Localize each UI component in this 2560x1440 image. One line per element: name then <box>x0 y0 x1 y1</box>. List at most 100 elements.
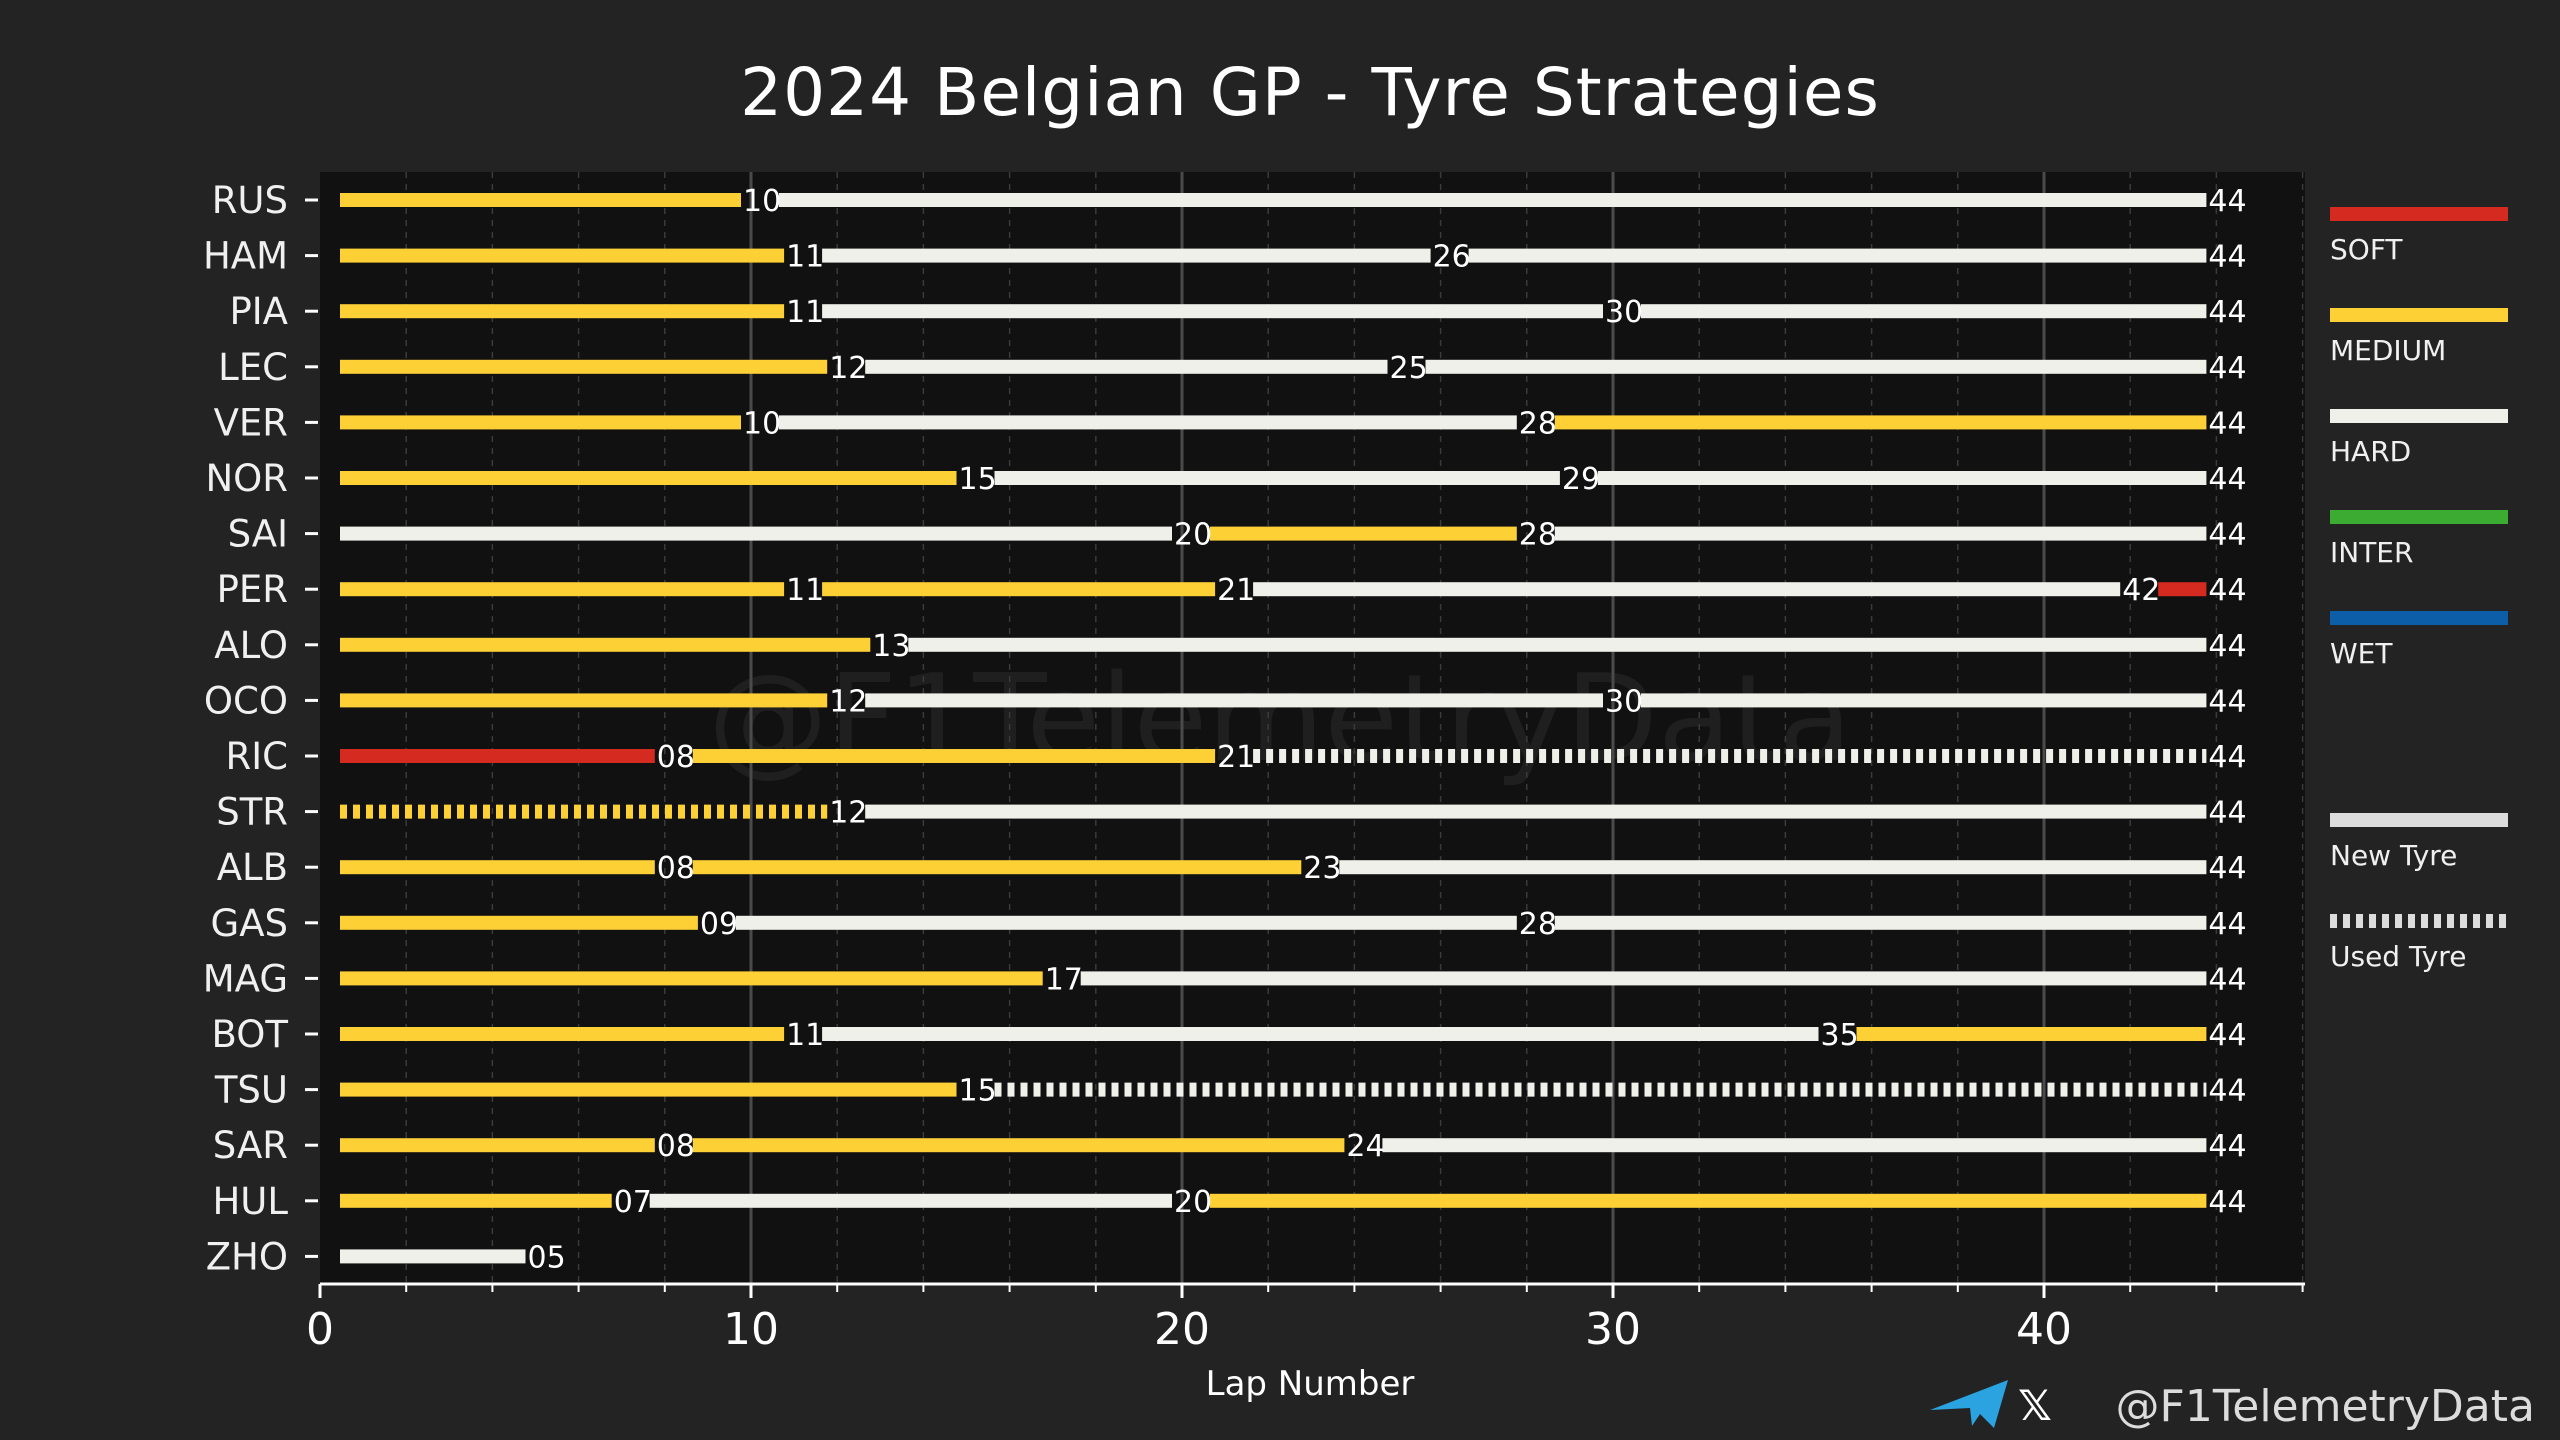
stint-bar-medium <box>1210 1193 2207 1208</box>
stint-bar-medium <box>340 193 741 207</box>
x-tick-label: 20 <box>1154 1304 1210 1355</box>
stint-bar-hard <box>822 304 1603 319</box>
stint-bar-medium <box>1210 526 1517 541</box>
driver-label: LEC <box>218 346 288 389</box>
legend-swatch-wet <box>2330 611 2508 625</box>
stint-end-label: 28 <box>1519 518 1557 553</box>
stint-end-label: 44 <box>2208 1074 2246 1109</box>
driver-label: TSU <box>214 1069 288 1112</box>
stint-end-label: 12 <box>829 796 867 831</box>
stint-bar-medium <box>340 304 785 319</box>
stint-end-label: 13 <box>872 629 910 664</box>
legend-label: INTER <box>2330 536 2413 569</box>
stint-bar-hard <box>908 637 2207 652</box>
stint-end-label: 11 <box>786 1018 824 1053</box>
stint-bar-medium <box>340 915 698 930</box>
stint-bar-medium <box>340 415 741 430</box>
x-logo-icon: 𝕏 <box>2018 1381 2052 1430</box>
stint-labels: 10 44 11 26 44 11 30 44 12 25 44 10 28 44 15 29 44 20 28 44… <box>528 184 2247 1275</box>
stint-bar-hard <box>779 415 1517 430</box>
stint-bar-hard <box>1641 304 2207 319</box>
stint-end-label: 29 <box>1562 462 1600 497</box>
stint-bar-medium <box>340 1193 612 1208</box>
stint-bars <box>340 193 2207 1264</box>
stint-bar-hard <box>1468 248 2207 263</box>
legend-swatch-medium <box>2330 308 2508 322</box>
driver-label: ZHO <box>206 1235 288 1278</box>
credit-handle: @F1TelemetryData <box>2116 1381 2535 1432</box>
stint-bar-hard <box>822 248 1431 263</box>
stint-end-label: 44 <box>2208 240 2246 275</box>
stint-bar-medium <box>692 749 1216 763</box>
stint-end-label: 44 <box>2208 184 2246 219</box>
driver-label: HAM <box>203 235 288 278</box>
stint-bar-hard <box>865 804 2207 819</box>
stint-end-label: 44 <box>2208 406 2246 441</box>
driver-label: RIC <box>226 735 288 778</box>
driver-label: RUS <box>212 179 288 222</box>
legend-swatch-soft <box>2330 207 2508 221</box>
credit: 𝕏 @F1TelemetryData <box>1930 1380 2535 1432</box>
driver-label: VER <box>214 401 288 444</box>
stint-bar-hard <box>1253 582 2121 597</box>
stint-end-label: 44 <box>2208 629 2246 664</box>
legend-swatch-inter <box>2330 510 2508 524</box>
stint-bar-hard <box>1554 526 2207 541</box>
stint-bar-medium <box>340 359 828 374</box>
stint-end-label: 44 <box>2208 462 2246 497</box>
stint-end-label: 10 <box>743 406 781 441</box>
driver-label: MAG <box>203 957 288 1000</box>
driver-label: STR <box>216 791 288 834</box>
stint-bar-hard <box>994 471 1560 485</box>
stint-bar-medium <box>1554 415 2207 430</box>
driver-label: ALO <box>214 624 288 667</box>
stint-bar-medium <box>340 248 785 263</box>
x-axis-label: Lap Number <box>1206 1364 1415 1404</box>
driver-label: ALB <box>217 846 288 889</box>
stint-end-label: 17 <box>1045 962 1083 997</box>
legend-label: WET <box>2330 637 2393 670</box>
driver-label: GAS <box>211 902 288 945</box>
stint-bar-hard <box>1554 915 2207 930</box>
stint-end-label: 25 <box>1390 351 1428 386</box>
x-tick-label: 30 <box>1585 1304 1641 1355</box>
stint-bar-hard <box>340 526 1172 541</box>
stint-bar-medium <box>340 1138 655 1153</box>
stint-bar-hard <box>1597 471 2207 485</box>
stint-bar-hard <box>1339 860 2207 875</box>
stint-bar-medium <box>692 1138 1345 1153</box>
stint-end-label: 15 <box>959 462 997 497</box>
stint-end-label: 09 <box>700 907 738 942</box>
legend-label: New Tyre <box>2330 839 2457 872</box>
stint-end-label: 42 <box>2122 573 2160 608</box>
stint-end-label: 07 <box>614 1185 652 1220</box>
stint-end-label: 11 <box>786 573 824 608</box>
stint-end-label: 11 <box>786 240 824 275</box>
stint-end-label: 44 <box>2208 907 2246 942</box>
stint-bar-hard <box>865 359 1388 374</box>
x-tick-label: 40 <box>2016 1304 2072 1355</box>
stint-end-label: 44 <box>2208 351 2246 386</box>
stint-end-label: 10 <box>743 184 781 219</box>
legend-swatch-new-tyre <box>2330 813 2508 827</box>
stint-end-label: 44 <box>2208 573 2246 608</box>
stint-bar-hard <box>340 1249 526 1264</box>
lap-axis: 0 10 20 30 40 <box>306 1282 2305 1355</box>
stint-end-label: 08 <box>657 740 695 775</box>
stint-bar-medium <box>340 471 957 485</box>
stint-end-label: 20 <box>1174 1185 1212 1220</box>
stint-bar-medium <box>340 860 655 875</box>
legend-label: SOFT <box>2330 233 2403 266</box>
stint-bar-medium <box>340 1082 957 1097</box>
stint-bar-medium <box>1856 1027 2207 1041</box>
stint-bar-hard <box>822 1027 1819 1041</box>
stint-end-label: 08 <box>657 851 695 886</box>
stint-end-label: 12 <box>829 684 867 719</box>
stint-end-label: 44 <box>2208 851 2246 886</box>
stint-end-label: 20 <box>1174 518 1212 553</box>
stint-bar-medium <box>340 582 785 597</box>
stint-end-label: 15 <box>959 1074 997 1109</box>
legend-swatch-hard <box>2330 409 2508 423</box>
